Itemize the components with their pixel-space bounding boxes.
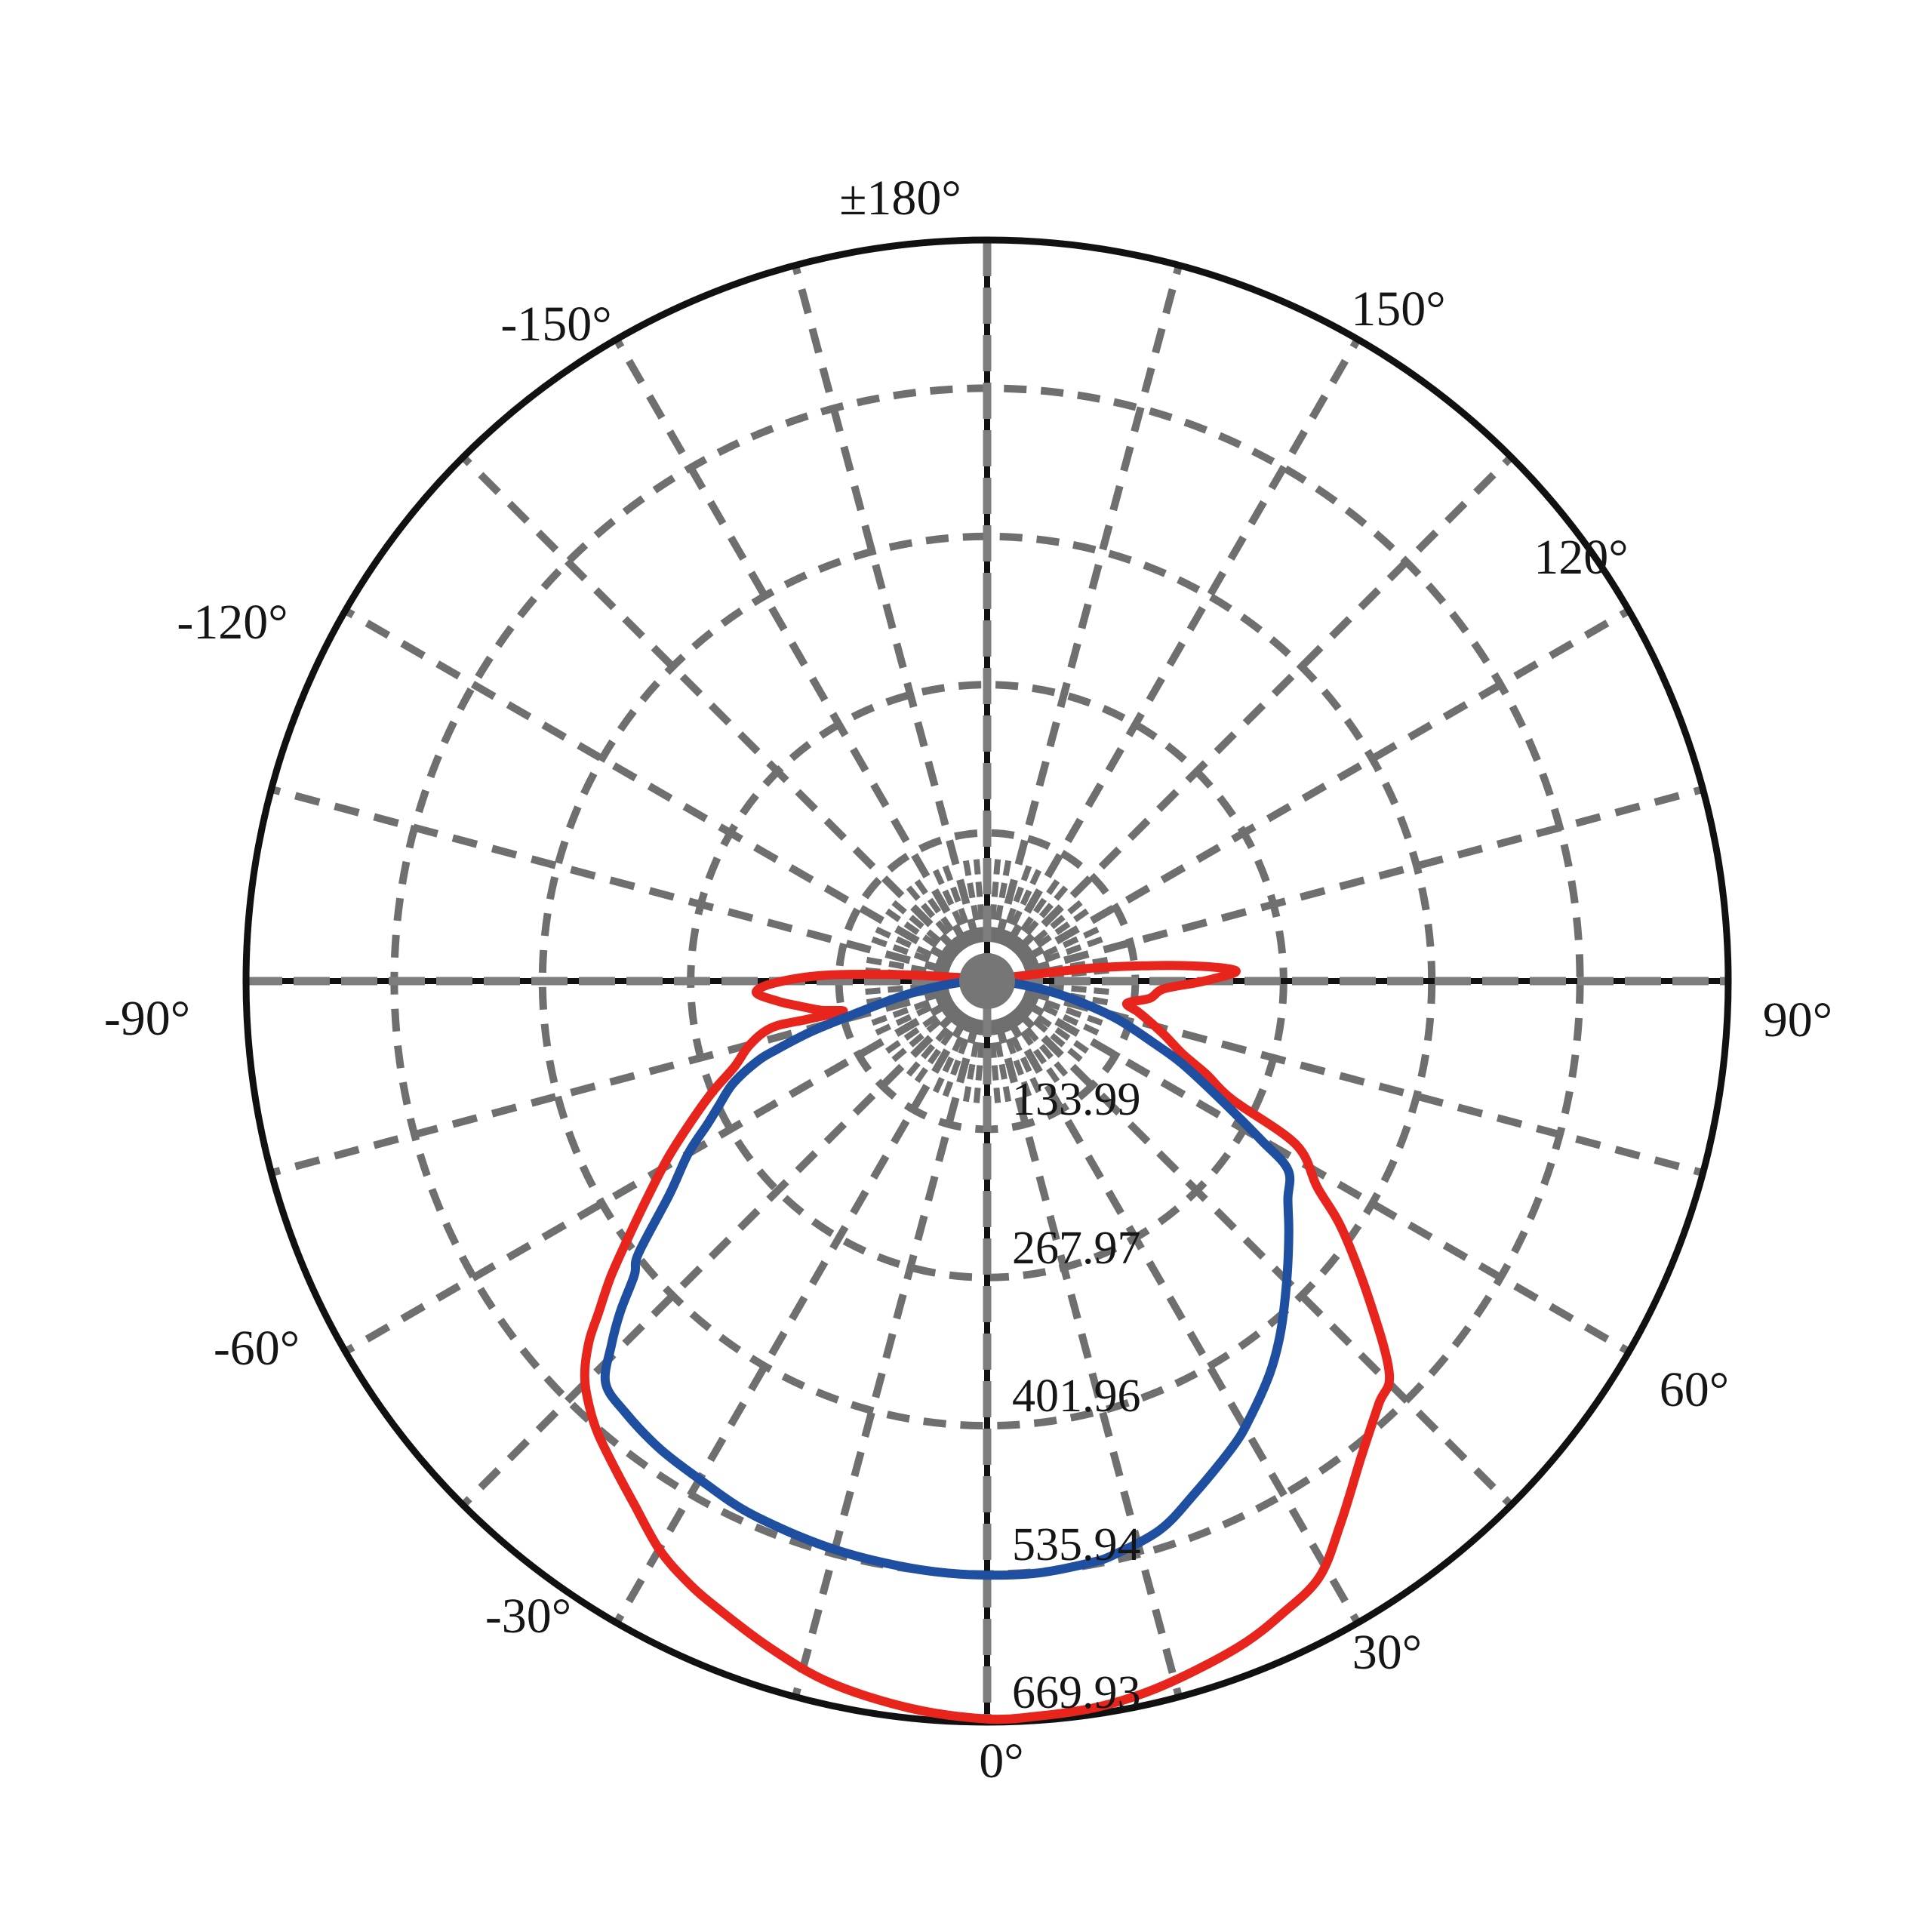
major-spoke-gridline <box>1003 337 1361 949</box>
minor-spoke-gridline <box>1017 1001 1093 1057</box>
major-spoke-gridline <box>270 987 951 1177</box>
minor-spoke-gridline <box>881 906 957 961</box>
major-spoke-gridline <box>613 1013 971 1625</box>
minor-spoke-gridline <box>912 875 968 951</box>
blue-curve <box>600 977 1295 1580</box>
minor-spoke-gridline <box>991 855 1013 943</box>
minor-spoke-gridline <box>1015 1004 1087 1066</box>
minor-spoke-gridline <box>973 1020 987 1108</box>
minor-spoke-gridline <box>940 1017 977 1102</box>
major-spoke-gridline <box>1019 997 1631 1355</box>
minor-spoke-gridline <box>1023 992 1108 1028</box>
minor-spoke-gridline <box>1001 865 1044 947</box>
angle-tick-label: 60° <box>1660 1362 1729 1417</box>
minor-spoke-gridline <box>1023 934 1108 971</box>
minor-spoke-gridline <box>973 854 987 943</box>
minor-spoke-gridline <box>1010 881 1072 953</box>
angle-tick-label: -120° <box>177 595 288 650</box>
minor-spoke-gridline <box>866 934 952 971</box>
minor-spoke-gridline <box>888 1004 959 1066</box>
minor-spoke-gridline <box>1001 1015 1044 1097</box>
minor-spoke-gridline <box>961 855 983 943</box>
angle-tick-label: -90° <box>104 991 190 1046</box>
major-spoke-gridline <box>343 607 955 965</box>
radial-tick-label: 133.99 <box>1012 1074 1141 1125</box>
angle-tick-label: 30° <box>1352 1625 1422 1680</box>
angle-tick-label: 150° <box>1351 281 1445 337</box>
center-origin-dot <box>959 953 1015 1009</box>
major-spoke-gridline <box>1003 1013 1361 1625</box>
major-spoke-gridline <box>993 1017 1183 1698</box>
angle-tick-label: 90° <box>1763 992 1832 1048</box>
minor-spoke-gridline <box>998 860 1034 946</box>
minor-spoke-gridline <box>1015 897 1087 958</box>
major-spoke-gridline <box>1023 786 1704 975</box>
minor-spoke-gridline <box>871 924 953 968</box>
major-spoke-gridline <box>1012 454 1514 956</box>
angle-tick-label: -150° <box>500 297 611 352</box>
red-curve <box>580 961 1395 1724</box>
minor-spoke-gridline <box>1021 995 1103 1038</box>
angle-tick-label: 120° <box>1534 530 1628 585</box>
minor-spoke-gridline <box>931 865 974 947</box>
radial-tick-label: 267.97 <box>1012 1223 1141 1274</box>
minor-spoke-gridline <box>998 1017 1034 1102</box>
major-spoke-gridline <box>460 1006 962 1508</box>
angle-tick-label: -30° <box>485 1589 571 1644</box>
radial-tick-label: 669.93 <box>1012 1667 1141 1718</box>
minor-spoke-gridline <box>991 1019 1013 1107</box>
radial-tick-label: 401.96 <box>1012 1371 1141 1422</box>
minor-spoke-gridline <box>1021 924 1103 968</box>
minor-spoke-gridline <box>1007 875 1063 951</box>
minor-spoke-gridline <box>888 897 959 958</box>
minor-spoke-gridline <box>866 992 952 1028</box>
angle-tick-label: ±180° <box>839 171 961 226</box>
major-spoke-gridline <box>792 264 981 945</box>
minor-spoke-gridline <box>1007 1011 1063 1087</box>
minor-spoke-gridline <box>987 1020 1001 1108</box>
minor-spoke-gridline <box>987 854 1001 943</box>
minor-spoke-gridline <box>1010 1009 1072 1081</box>
major-spoke-gridline <box>270 786 951 975</box>
major-spoke-gridline <box>1012 1006 1514 1508</box>
minor-spoke-gridline <box>871 995 953 1038</box>
angle-tick-label: -60° <box>214 1321 300 1376</box>
major-spoke-gridline <box>1019 607 1631 965</box>
minor-spoke-gridline <box>881 1001 957 1057</box>
minor-spoke-gridline <box>903 1009 964 1081</box>
major-spoke-gridline <box>993 264 1183 945</box>
minor-spoke-gridline <box>1017 906 1093 961</box>
radial-tick-label: 535.94 <box>1012 1519 1141 1571</box>
minor-spoke-gridline <box>931 1015 974 1097</box>
major-spoke-gridline <box>613 337 971 949</box>
major-spoke-gridline <box>460 454 962 956</box>
major-spoke-gridline <box>792 1017 981 1698</box>
minor-spoke-gridline <box>961 1019 983 1107</box>
major-spoke-gridline <box>1023 987 1704 1177</box>
angle-tick-label: 0° <box>979 1734 1023 1789</box>
minor-spoke-gridline <box>912 1011 968 1087</box>
minor-spoke-gridline <box>903 881 964 953</box>
major-spoke-gridline <box>343 997 955 1355</box>
minor-spoke-gridline <box>940 860 977 946</box>
